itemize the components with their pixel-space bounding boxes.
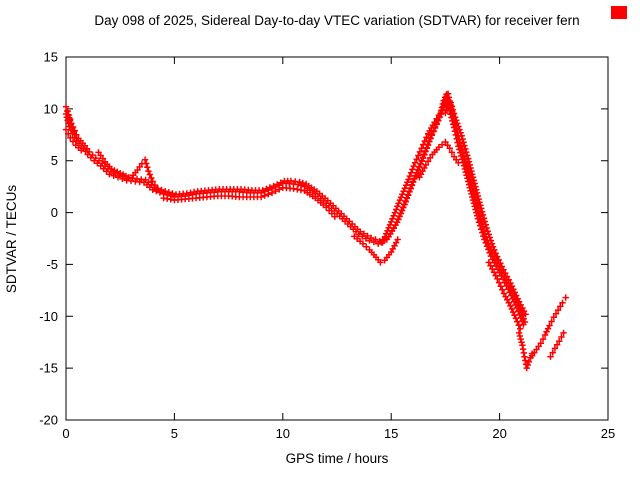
chart-title: Day 098 of 2025, Sidereal Day-to-day VTE…: [94, 13, 579, 28]
y-tick-label: -5: [46, 257, 58, 272]
x-tick-label: 20: [492, 426, 506, 441]
data-markers: [62, 90, 569, 372]
y-tick-label: -20: [39, 413, 58, 428]
x-tick-label: 0: [62, 426, 69, 441]
y-tick-label: 5: [51, 153, 58, 168]
y-tick-label: -15: [39, 361, 58, 376]
y-tick-label: 15: [44, 50, 58, 65]
x-tick-label: 15: [384, 426, 398, 441]
y-tick-label: -10: [39, 309, 58, 324]
x-tick-label: 10: [276, 426, 290, 441]
x-axis-label: GPS time / hours: [286, 451, 389, 466]
y-axis-label: SDTVAR / TECUs: [4, 185, 19, 294]
y-tick-label: 10: [44, 101, 58, 116]
y-tick-label: 0: [51, 205, 58, 220]
series-color-swatch: [611, 6, 627, 19]
plot-border: [65, 56, 609, 421]
x-tick-label: 5: [171, 426, 178, 441]
x-tick-label: 25: [601, 426, 615, 441]
